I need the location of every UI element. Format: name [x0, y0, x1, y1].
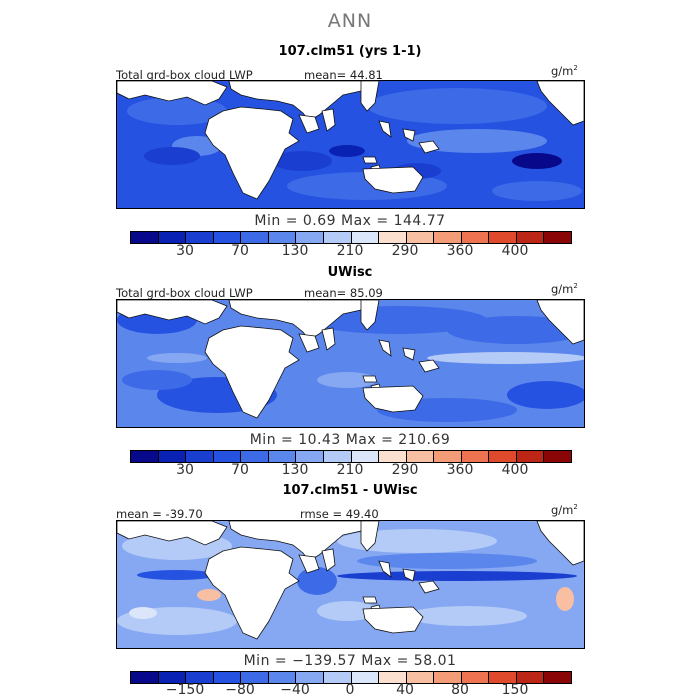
- colorbar-segment: [131, 451, 159, 462]
- colorbar-segment: [296, 672, 324, 683]
- panel-2-label-left: Total grd-box cloud LWP: [116, 286, 253, 300]
- colorbar-segment: [213, 672, 242, 683]
- colorbar-segment: [461, 672, 490, 683]
- panel-1-tick: 290: [391, 243, 419, 259]
- panel-3-title: 107.clm51 - UWisc: [282, 483, 418, 498]
- colorbar-segment: [268, 451, 297, 462]
- panel-2-tick: 130: [281, 462, 309, 478]
- panel-3-tick: 40: [396, 682, 414, 698]
- colorbar-segment: [323, 672, 352, 683]
- colorbar-segment: [186, 672, 214, 683]
- colorbar-segment: [268, 672, 297, 683]
- panel-1-tick: 360: [446, 243, 474, 259]
- colorbar-segment: [268, 232, 297, 243]
- panel-1-tick: 70: [231, 243, 249, 259]
- colorbar-segment: [241, 672, 269, 683]
- colorbar-segment: [323, 232, 352, 243]
- panel-3-tick: −80: [225, 682, 255, 698]
- colorbar-segment: [131, 672, 159, 683]
- panel-1-tick: 30: [176, 243, 194, 259]
- colorbar-segment: [489, 451, 517, 462]
- colorbar-segment: [516, 451, 545, 462]
- colorbar-segment: [186, 451, 214, 462]
- colorbar-segment: [544, 232, 571, 243]
- panel-3-map: [116, 520, 585, 649]
- colorbar-segment: [379, 451, 407, 462]
- panel-3-label-mid: rmse = 49.40: [300, 507, 379, 521]
- panel-3-colorbar: [130, 671, 572, 684]
- panel-3-tick: −150: [165, 682, 205, 698]
- panel-2-tick: 400: [501, 462, 529, 478]
- colorbar-segment: [379, 672, 407, 683]
- colorbar-segment: [158, 451, 187, 462]
- colorbar-segment: [186, 232, 214, 243]
- colorbar-segment: [213, 451, 242, 462]
- colorbar-segment: [461, 232, 490, 243]
- panel-1-units: g/m2: [551, 64, 578, 78]
- colorbar-segment: [406, 451, 435, 462]
- panel-2-tick: 210: [336, 462, 364, 478]
- main-title: ANN: [327, 10, 373, 32]
- panel-2-title: UWisc: [327, 265, 373, 280]
- panel-2-map-svg: [117, 300, 584, 427]
- panel-1-label-mid: mean= 44.81: [304, 68, 383, 82]
- colorbar-segment: [406, 672, 435, 683]
- panel-2-colorbar: [130, 450, 572, 463]
- panel-3-map-svg: [117, 521, 584, 648]
- colorbar-segment: [544, 672, 571, 683]
- panel-2-map: [116, 299, 585, 428]
- colorbar-segment: [241, 451, 269, 462]
- panel-3-tick: 150: [501, 682, 529, 698]
- colorbar-segment: [379, 232, 407, 243]
- panel-3-minmax: Min = −139.57 Max = 58.01: [243, 653, 457, 669]
- panel-1-tick: 210: [336, 243, 364, 259]
- panel-1-colorbar: [130, 231, 572, 244]
- panel-3-tick: 0: [345, 682, 355, 698]
- panel-1-tick: 130: [281, 243, 309, 259]
- colorbar-segment: [516, 672, 545, 683]
- colorbar-segment: [351, 672, 380, 683]
- colorbar-segment: [434, 672, 462, 683]
- colorbar-segment: [544, 451, 571, 462]
- colorbar-segment: [434, 232, 462, 243]
- panel-2-tick: 360: [446, 462, 474, 478]
- panel-1-minmax: Min = 0.69 Max = 144.77: [254, 213, 446, 229]
- colorbar-segment: [296, 451, 324, 462]
- colorbar-segment: [351, 451, 380, 462]
- panel-3-tick: 80: [451, 682, 469, 698]
- colorbar-segment: [489, 672, 517, 683]
- panel-3-label-left: mean = -39.70: [116, 507, 203, 521]
- colorbar-segment: [241, 232, 269, 243]
- colorbar-segment: [213, 232, 242, 243]
- colorbar-segment: [489, 232, 517, 243]
- colorbar-segment: [323, 451, 352, 462]
- colorbar-segment: [434, 451, 462, 462]
- colorbar-segment: [516, 232, 545, 243]
- panel-1-tick: 400: [501, 243, 529, 259]
- panel-1-map-svg: [117, 81, 584, 208]
- panel-1-title: 107.clm51 (yrs 1-1): [278, 44, 422, 59]
- colorbar-segment: [158, 672, 187, 683]
- panel-1-label-left: Total grd-box cloud LWP: [116, 68, 253, 82]
- panel-2-units: g/m2: [551, 282, 578, 296]
- panel-2-tick: 290: [391, 462, 419, 478]
- colorbar-segment: [131, 232, 159, 243]
- colorbar-segment: [351, 232, 380, 243]
- panel-2-tick: 30: [176, 462, 194, 478]
- panel-3-units: g/m2: [551, 503, 578, 517]
- colorbar-segment: [158, 232, 187, 243]
- panel-3-tick: −40: [280, 682, 310, 698]
- panel-2-label-mid: mean= 85.09: [304, 286, 383, 300]
- colorbar-segment: [406, 232, 435, 243]
- panel-2-tick: 70: [231, 462, 249, 478]
- colorbar-segment: [461, 451, 490, 462]
- panel-2-minmax: Min = 10.43 Max = 210.69: [249, 432, 451, 448]
- panel-1-map: [116, 80, 585, 209]
- colorbar-segment: [296, 232, 324, 243]
